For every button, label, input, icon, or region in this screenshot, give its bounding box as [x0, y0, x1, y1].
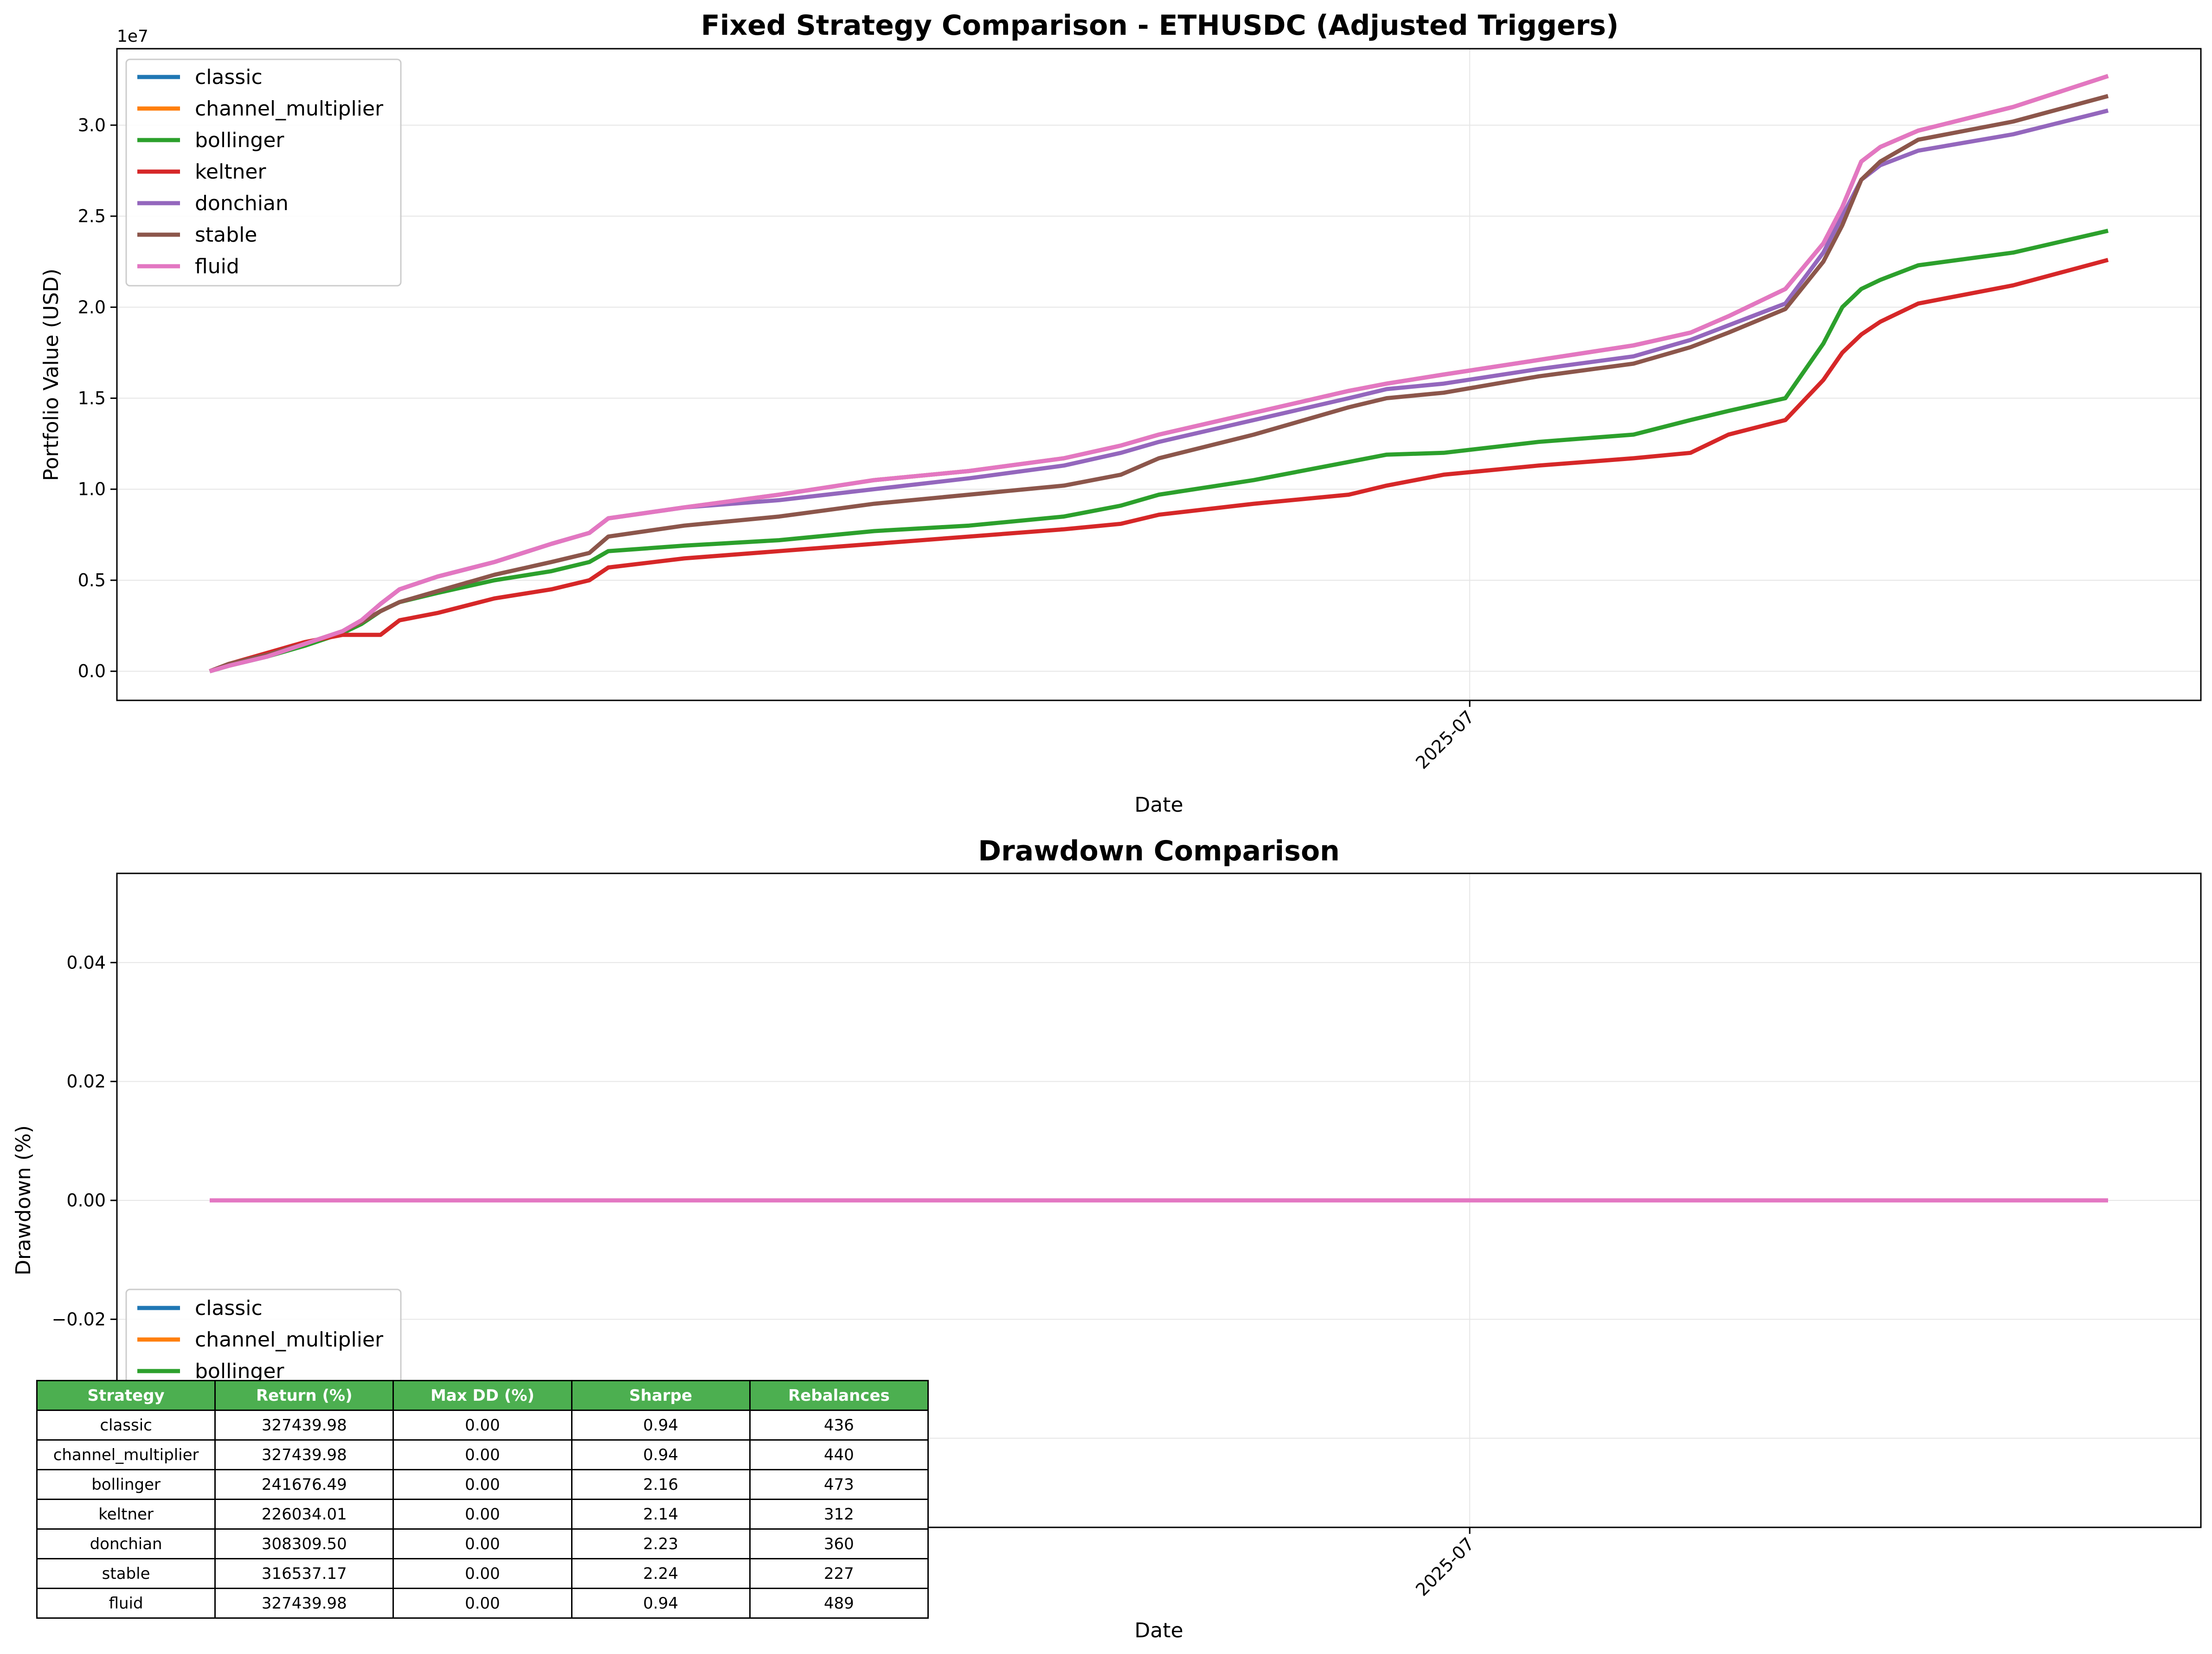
table-cell: stable: [36, 1558, 216, 1589]
table-row: classic 327439.98 0.00 0.94 436: [36, 1410, 929, 1441]
portfolio-chart-lines: [209, 74, 2109, 673]
portfolio-legend-frame: [125, 58, 402, 287]
results-table: Strategy Return (%) Max DD (%) Sharpe Rebala…: [36, 1380, 929, 1619]
legend-label-classic: classic: [195, 65, 263, 89]
legend-label-donchian: donchian: [195, 192, 289, 215]
table-cell: 2.24: [571, 1558, 751, 1589]
portfolio-chart-ylabel: Portfolio Value (USD): [39, 269, 63, 481]
portfolio-chart-legend: classic channel_multiplier bollinger keltne…: [125, 58, 402, 287]
table-cell: 316537.17: [214, 1558, 394, 1589]
series-line-fluid: [209, 74, 2109, 673]
series-line-stable: [209, 94, 2109, 673]
portfolio-chart-xlabel: Date: [1134, 793, 1183, 817]
table-cell: 0.00: [392, 1499, 572, 1530]
drawdown-chart-y-ticks: −0.02 0.00 0.02 0.04: [52, 952, 117, 1329]
legend-label-fluid: fluid: [195, 255, 239, 278]
table-cell: 312: [749, 1499, 929, 1530]
portfolio-chart-frame: [116, 48, 2202, 701]
table-cell: 440: [749, 1439, 929, 1470]
table-row: bollinger 241676.49 0.00 2.16 473: [36, 1469, 929, 1500]
table-cell: 0.00: [392, 1469, 572, 1500]
table-cell: 308309.50: [214, 1528, 394, 1559]
series-line-donchian: [209, 109, 2109, 673]
legend-label-classic: classic: [195, 1296, 263, 1320]
table-cell: 436: [749, 1410, 929, 1441]
table-cell: 226034.01: [214, 1499, 394, 1530]
y-tick-label: 0.5: [78, 570, 106, 590]
legend-label-bollinger: bollinger: [195, 128, 284, 152]
table-cell: 360: [749, 1528, 929, 1559]
table-row: stable 316537.17 0.00 2.24 227: [36, 1558, 929, 1589]
portfolio-chart: Fixed Strategy Comparison - ETHUSDC (Adj…: [39, 9, 2202, 817]
table-cell: 0.94: [571, 1439, 751, 1470]
portfolio-chart-title: Fixed Strategy Comparison - ETHUSDC (Adj…: [701, 9, 1619, 42]
x-tick-label: 2025-07: [1412, 1533, 1478, 1600]
y-tick-label: 3.0: [78, 115, 106, 135]
y-tick-label: 1.5: [78, 388, 106, 409]
drawdown-chart-xlabel: Date: [1134, 1619, 1183, 1642]
table-cell: fluid: [36, 1588, 216, 1619]
y-tick-label: 2.5: [78, 206, 106, 226]
table-cell: bollinger: [36, 1469, 216, 1500]
y-tick-label: 0.02: [66, 1071, 106, 1092]
table-row: keltner 226034.01 0.00 2.14 312: [36, 1499, 929, 1530]
table-cell: classic: [36, 1410, 216, 1441]
y-tick-label: 2.0: [78, 297, 106, 317]
legend-label-stable: stable: [195, 223, 257, 247]
portfolio-chart-y-ticks: 0.0 0.5 1.0 1.5 2.0 2.5 3.0: [78, 115, 117, 681]
table-cell: 2.23: [571, 1528, 751, 1559]
table-cell: 0.00: [392, 1439, 572, 1470]
table-row: channel_multiplier 327439.98 0.00 0.94 440: [36, 1439, 929, 1470]
table-cell: channel_multiplier: [36, 1439, 216, 1470]
legend-label-channel_multiplier: channel_multiplier: [195, 1328, 384, 1352]
results-table-body: classic 327439.98 0.00 0.94 436 channel_multi…: [36, 1410, 929, 1619]
portfolio-chart-grid: [117, 49, 2201, 700]
table-cell: 327439.98: [214, 1439, 394, 1470]
legend-label-channel_multiplier: channel_multiplier: [195, 97, 384, 121]
legend-label-bollinger: bollinger: [195, 1359, 284, 1383]
series-line-keltner: [209, 257, 2109, 673]
table-row: donchian 308309.50 0.00 2.23 360: [36, 1528, 929, 1559]
table-row: fluid 327439.98 0.00 0.94 489: [36, 1588, 929, 1619]
table-cell: 227: [749, 1558, 929, 1589]
table-header-cell: Sharpe: [571, 1380, 751, 1411]
series-line-bollinger: [209, 229, 2109, 673]
y-tick-label: 1.0: [78, 479, 106, 500]
y-tick-label: 0.04: [66, 952, 106, 973]
table-cell: donchian: [36, 1528, 216, 1559]
y-tick-label: 0.00: [66, 1190, 106, 1211]
legend-label-keltner: keltner: [195, 160, 266, 184]
drawdown-chart: Drawdown Comparison −0.02 0.00 0.02 0.04 20…: [12, 835, 2202, 1642]
table-cell: 327439.98: [214, 1410, 394, 1441]
table-header-cell: Rebalances: [749, 1380, 929, 1411]
drawdown-chart-x-ticks: 2025-07: [1412, 1527, 1478, 1600]
table-cell: 0.00: [392, 1528, 572, 1559]
portfolio-chart-x-ticks: 2025-07: [1412, 700, 1478, 773]
x-tick-label: 2025-07: [1412, 706, 1478, 773]
drawdown-chart-legend: classic channel_multiplier bollinger: [125, 1289, 402, 1392]
table-cell: 489: [749, 1588, 929, 1619]
drawdown-chart-title: Drawdown Comparison: [978, 835, 1340, 867]
table-cell: keltner: [36, 1499, 216, 1530]
drawdown-chart-ylabel: Drawdown (%): [12, 1125, 35, 1276]
table-cell: 0.94: [571, 1588, 751, 1619]
table-cell: 0.00: [392, 1588, 572, 1619]
table-cell: 2.14: [571, 1499, 751, 1530]
table-cell: 0.00: [392, 1558, 572, 1589]
table-header-cell: Max DD (%): [392, 1380, 572, 1411]
portfolio-chart-y-offset: 1e7: [117, 27, 148, 46]
y-tick-label: 0.0: [78, 661, 106, 681]
table-cell: 327439.98: [214, 1588, 394, 1619]
table-cell: 0.00: [392, 1410, 572, 1441]
table-cell: 2.16: [571, 1469, 751, 1500]
table-cell: 241676.49: [214, 1469, 394, 1500]
results-table-header: Strategy Return (%) Max DD (%) Sharpe Rebala…: [36, 1380, 929, 1411]
table-header-cell: Return (%): [214, 1380, 394, 1411]
y-tick-label: −0.02: [52, 1309, 106, 1329]
table-cell: 473: [749, 1469, 929, 1500]
table-header-cell: Strategy: [36, 1380, 216, 1411]
table-cell: 0.94: [571, 1410, 751, 1441]
